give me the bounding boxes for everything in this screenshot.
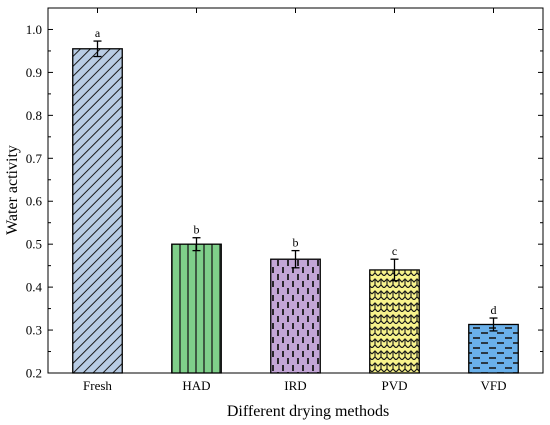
significance-label-had: b [194,223,200,237]
y-tick-label: 0.3 [26,323,42,338]
bar-vfd [468,323,519,374]
y-tick-label: 0.9 [26,65,42,80]
y-tick-label: 0.7 [26,151,43,166]
y-axis: 0.2 0.3 0.4 0.5 0.6 0.7 0.8 0.9 1.0 [26,22,543,381]
y-tick-label: 0.6 [26,194,43,209]
y-tick-label: 0.5 [26,237,42,252]
x-tick-label-pvd: PVD [381,378,407,393]
y-tick-label: 0.2 [26,366,42,381]
significance-label-pvd: c [392,244,397,258]
bar-fresh [72,48,123,374]
bar-pvd [369,269,420,374]
bar-had [171,243,222,374]
y-tick-label: 0.8 [26,108,42,123]
x-axis: Fresh HAD IRD PVD VFD [83,8,507,393]
bar-ird [270,258,321,374]
x-tick-label-fresh: Fresh [83,378,112,393]
significance-label-vfd: d [491,303,497,317]
x-tick-label-ird: IRD [284,378,306,393]
x-tick-label-vfd: VFD [480,378,506,393]
significance-label-fresh: a [95,26,101,40]
y-tick-label: 1.0 [26,22,42,37]
bars-group: a b b c d [72,26,519,374]
y-tick-label: 0.4 [26,280,43,295]
significance-label-ird: b [293,236,299,250]
x-axis-title: Different drying methods [227,403,389,420]
x-tick-label-had: HAD [182,378,210,393]
y-axis-title: Water activity [4,145,21,235]
